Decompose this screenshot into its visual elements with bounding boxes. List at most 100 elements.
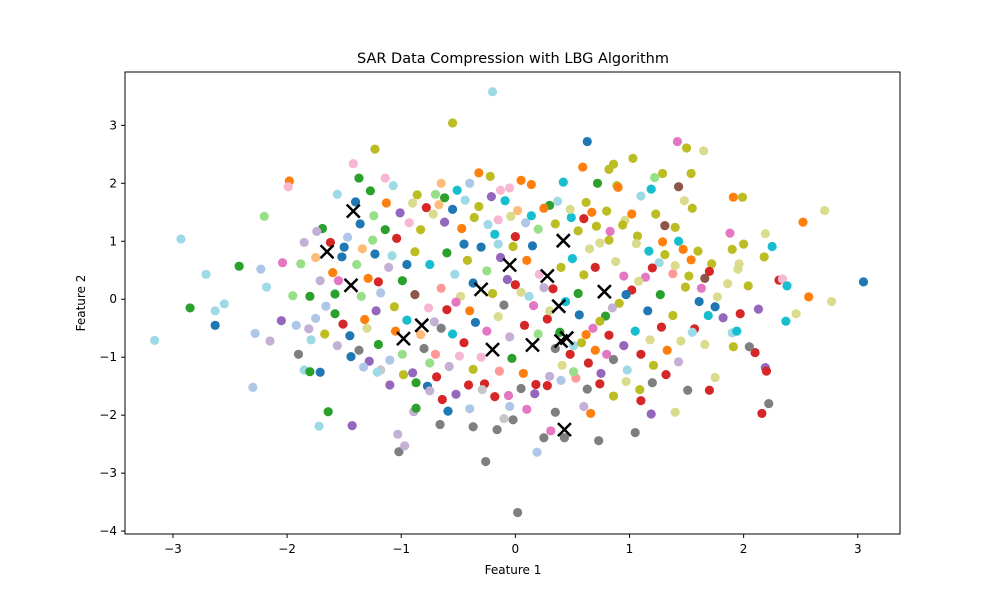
data-point-77 xyxy=(411,403,421,413)
data-point-52 xyxy=(256,264,266,274)
data-point-185 xyxy=(662,345,672,355)
data-point-226 xyxy=(502,274,512,285)
centroid-7-stroke-b xyxy=(502,257,518,273)
data-point-29 xyxy=(673,182,684,192)
data-point-114 xyxy=(767,241,777,252)
data-point-270 xyxy=(346,352,356,362)
centroid-marker-6 xyxy=(485,342,500,358)
centroid-marker-10 xyxy=(551,298,567,314)
data-point-273 xyxy=(306,335,316,345)
centroid-9-stroke-b xyxy=(539,268,555,284)
data-point-246 xyxy=(661,369,671,380)
data-point-190 xyxy=(680,282,691,292)
data-point-366 xyxy=(602,349,612,359)
data-point-383 xyxy=(436,178,446,188)
data-point-116 xyxy=(739,239,749,249)
data-point-351 xyxy=(311,252,321,263)
data-point-269 xyxy=(358,362,369,372)
data-point-107 xyxy=(777,274,788,284)
data-point-332 xyxy=(655,289,665,300)
centroid-marker-1 xyxy=(345,203,361,219)
data-point-72 xyxy=(347,421,357,431)
x-tick-label-0: 0 xyxy=(512,542,520,556)
data-point-297 xyxy=(631,238,641,249)
data-point-260 xyxy=(477,385,487,395)
data-point-189 xyxy=(694,296,704,307)
data-point-356 xyxy=(499,300,509,310)
data-point-323 xyxy=(565,349,575,359)
data-point-35 xyxy=(820,205,830,216)
data-point-322 xyxy=(550,343,560,354)
data-point-360 xyxy=(451,297,461,307)
y-tick-label-0: 0 xyxy=(109,292,117,306)
y-tick-label--4: −4 xyxy=(99,524,117,538)
x-tick-label--3: −3 xyxy=(164,542,182,556)
data-point-289 xyxy=(526,211,536,221)
data-point-57 xyxy=(185,303,195,313)
data-point-97 xyxy=(757,408,767,419)
data-point-203 xyxy=(508,241,518,252)
data-point-275 xyxy=(342,232,353,242)
data-point-11 xyxy=(430,189,441,199)
data-point-219 xyxy=(410,289,420,300)
data-point-267 xyxy=(385,380,395,390)
data-point-334 xyxy=(579,270,589,280)
data-point-263 xyxy=(437,394,447,405)
data-point-161 xyxy=(364,356,374,366)
data-point-299 xyxy=(657,237,668,247)
data-point-87 xyxy=(532,447,542,457)
centroid-13-stroke-b xyxy=(555,233,571,249)
centroid-marker-7 xyxy=(502,257,518,273)
data-point-179 xyxy=(583,358,594,368)
data-point-330 xyxy=(656,322,667,332)
y-tick-label-2: 2 xyxy=(109,176,117,190)
x-tick-label--1: −1 xyxy=(392,542,410,556)
data-point-74 xyxy=(394,447,404,457)
data-point-80 xyxy=(465,404,475,414)
data-point-352 xyxy=(299,237,309,248)
data-point-235 xyxy=(621,289,631,300)
data-point-30 xyxy=(679,196,689,206)
data-point-300 xyxy=(670,261,680,271)
data-point-163 xyxy=(385,355,395,365)
centroid-marker-4 xyxy=(414,317,430,333)
data-point-75 xyxy=(400,441,410,451)
data-point-138 xyxy=(533,224,543,234)
data-point-95 xyxy=(683,385,693,395)
data-point-252 xyxy=(582,384,592,394)
data-point-141 xyxy=(493,215,503,225)
data-point-284 xyxy=(460,195,470,205)
data-point-139 xyxy=(521,218,531,228)
data-point-98 xyxy=(764,398,774,409)
data-point-292 xyxy=(565,204,575,214)
data-point-63 xyxy=(296,259,306,269)
data-point-329 xyxy=(645,335,655,345)
data-point-100 xyxy=(761,366,772,376)
data-point-250 xyxy=(608,391,619,401)
data-point-144 xyxy=(457,223,467,234)
centroid-marker-3 xyxy=(396,331,411,347)
data-point-301 xyxy=(684,271,694,281)
data-point-20 xyxy=(582,136,592,147)
data-point-348 xyxy=(373,277,383,287)
data-point-154 xyxy=(328,267,338,278)
data-point-333 xyxy=(643,306,653,316)
data-point-90 xyxy=(559,433,570,443)
data-point-14 xyxy=(474,168,484,178)
data-point-120 xyxy=(733,264,743,274)
centroid-8-stroke-b xyxy=(525,337,540,353)
data-point-224 xyxy=(476,242,486,252)
data-point-324 xyxy=(576,338,587,348)
data-point-66 xyxy=(304,324,314,334)
x-axis: −3 −2 −1 0 1 2 3 xyxy=(164,534,862,556)
data-point-71 xyxy=(323,407,333,417)
data-point-276 xyxy=(355,219,365,229)
data-point-102 xyxy=(728,342,738,352)
data-point-232 xyxy=(581,329,591,340)
data-point-8 xyxy=(365,186,375,196)
data-point-85 xyxy=(508,415,518,425)
data-point-111 xyxy=(804,292,814,302)
data-point-15 xyxy=(485,171,495,181)
data-point-218 xyxy=(397,276,407,286)
data-point-385 xyxy=(558,177,568,187)
